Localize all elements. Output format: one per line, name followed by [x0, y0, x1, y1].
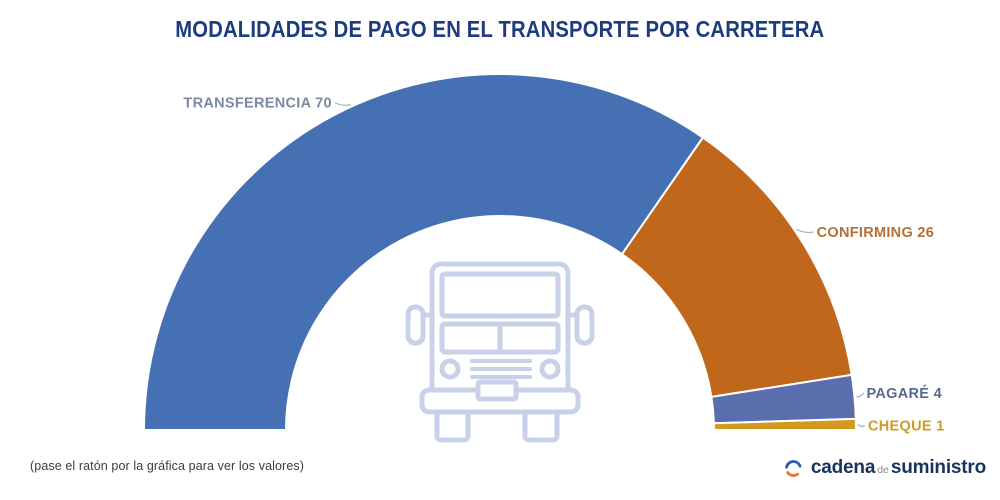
brand-logo-text: cadena de suministro [811, 457, 986, 479]
segment-label-pagare: PAGARÉ 4 [867, 385, 942, 402]
segment-transferencia[interactable] [142, 73, 705, 431]
brand-logo[interactable]: cadena de suministro [783, 457, 986, 479]
hover-hint-text: (pase el ratón por la gráfica para ver l… [30, 459, 304, 473]
segment-leader-transferencia [334, 102, 351, 106]
segment-cheque[interactable] [712, 417, 858, 431]
brand-word-de: de [877, 464, 889, 476]
segment-label-cheque: CHEQUE 1 [868, 419, 945, 435]
circular-arrows-icon [785, 459, 802, 477]
segment-label-confirming: CONFIRMING 26 [817, 225, 935, 241]
truck-front-icon [405, 261, 595, 443]
segment-leader-confirming [796, 228, 814, 234]
brand-word-suministro: suministro [890, 457, 986, 478]
page-title: MODALIDADES DE PAGO EN EL TRANSPORTE POR… [0, 16, 1000, 43]
page-title-text: MODALIDADES DE PAGO EN EL TRANSPORTE POR… [175, 16, 825, 42]
segment-label-transferencia: TRANSFERENCIA 70 [183, 96, 331, 112]
segment-leader-cheque [857, 423, 866, 428]
segment-leader-pagare [856, 392, 864, 398]
brand-word-cadena: cadena [810, 457, 876, 478]
